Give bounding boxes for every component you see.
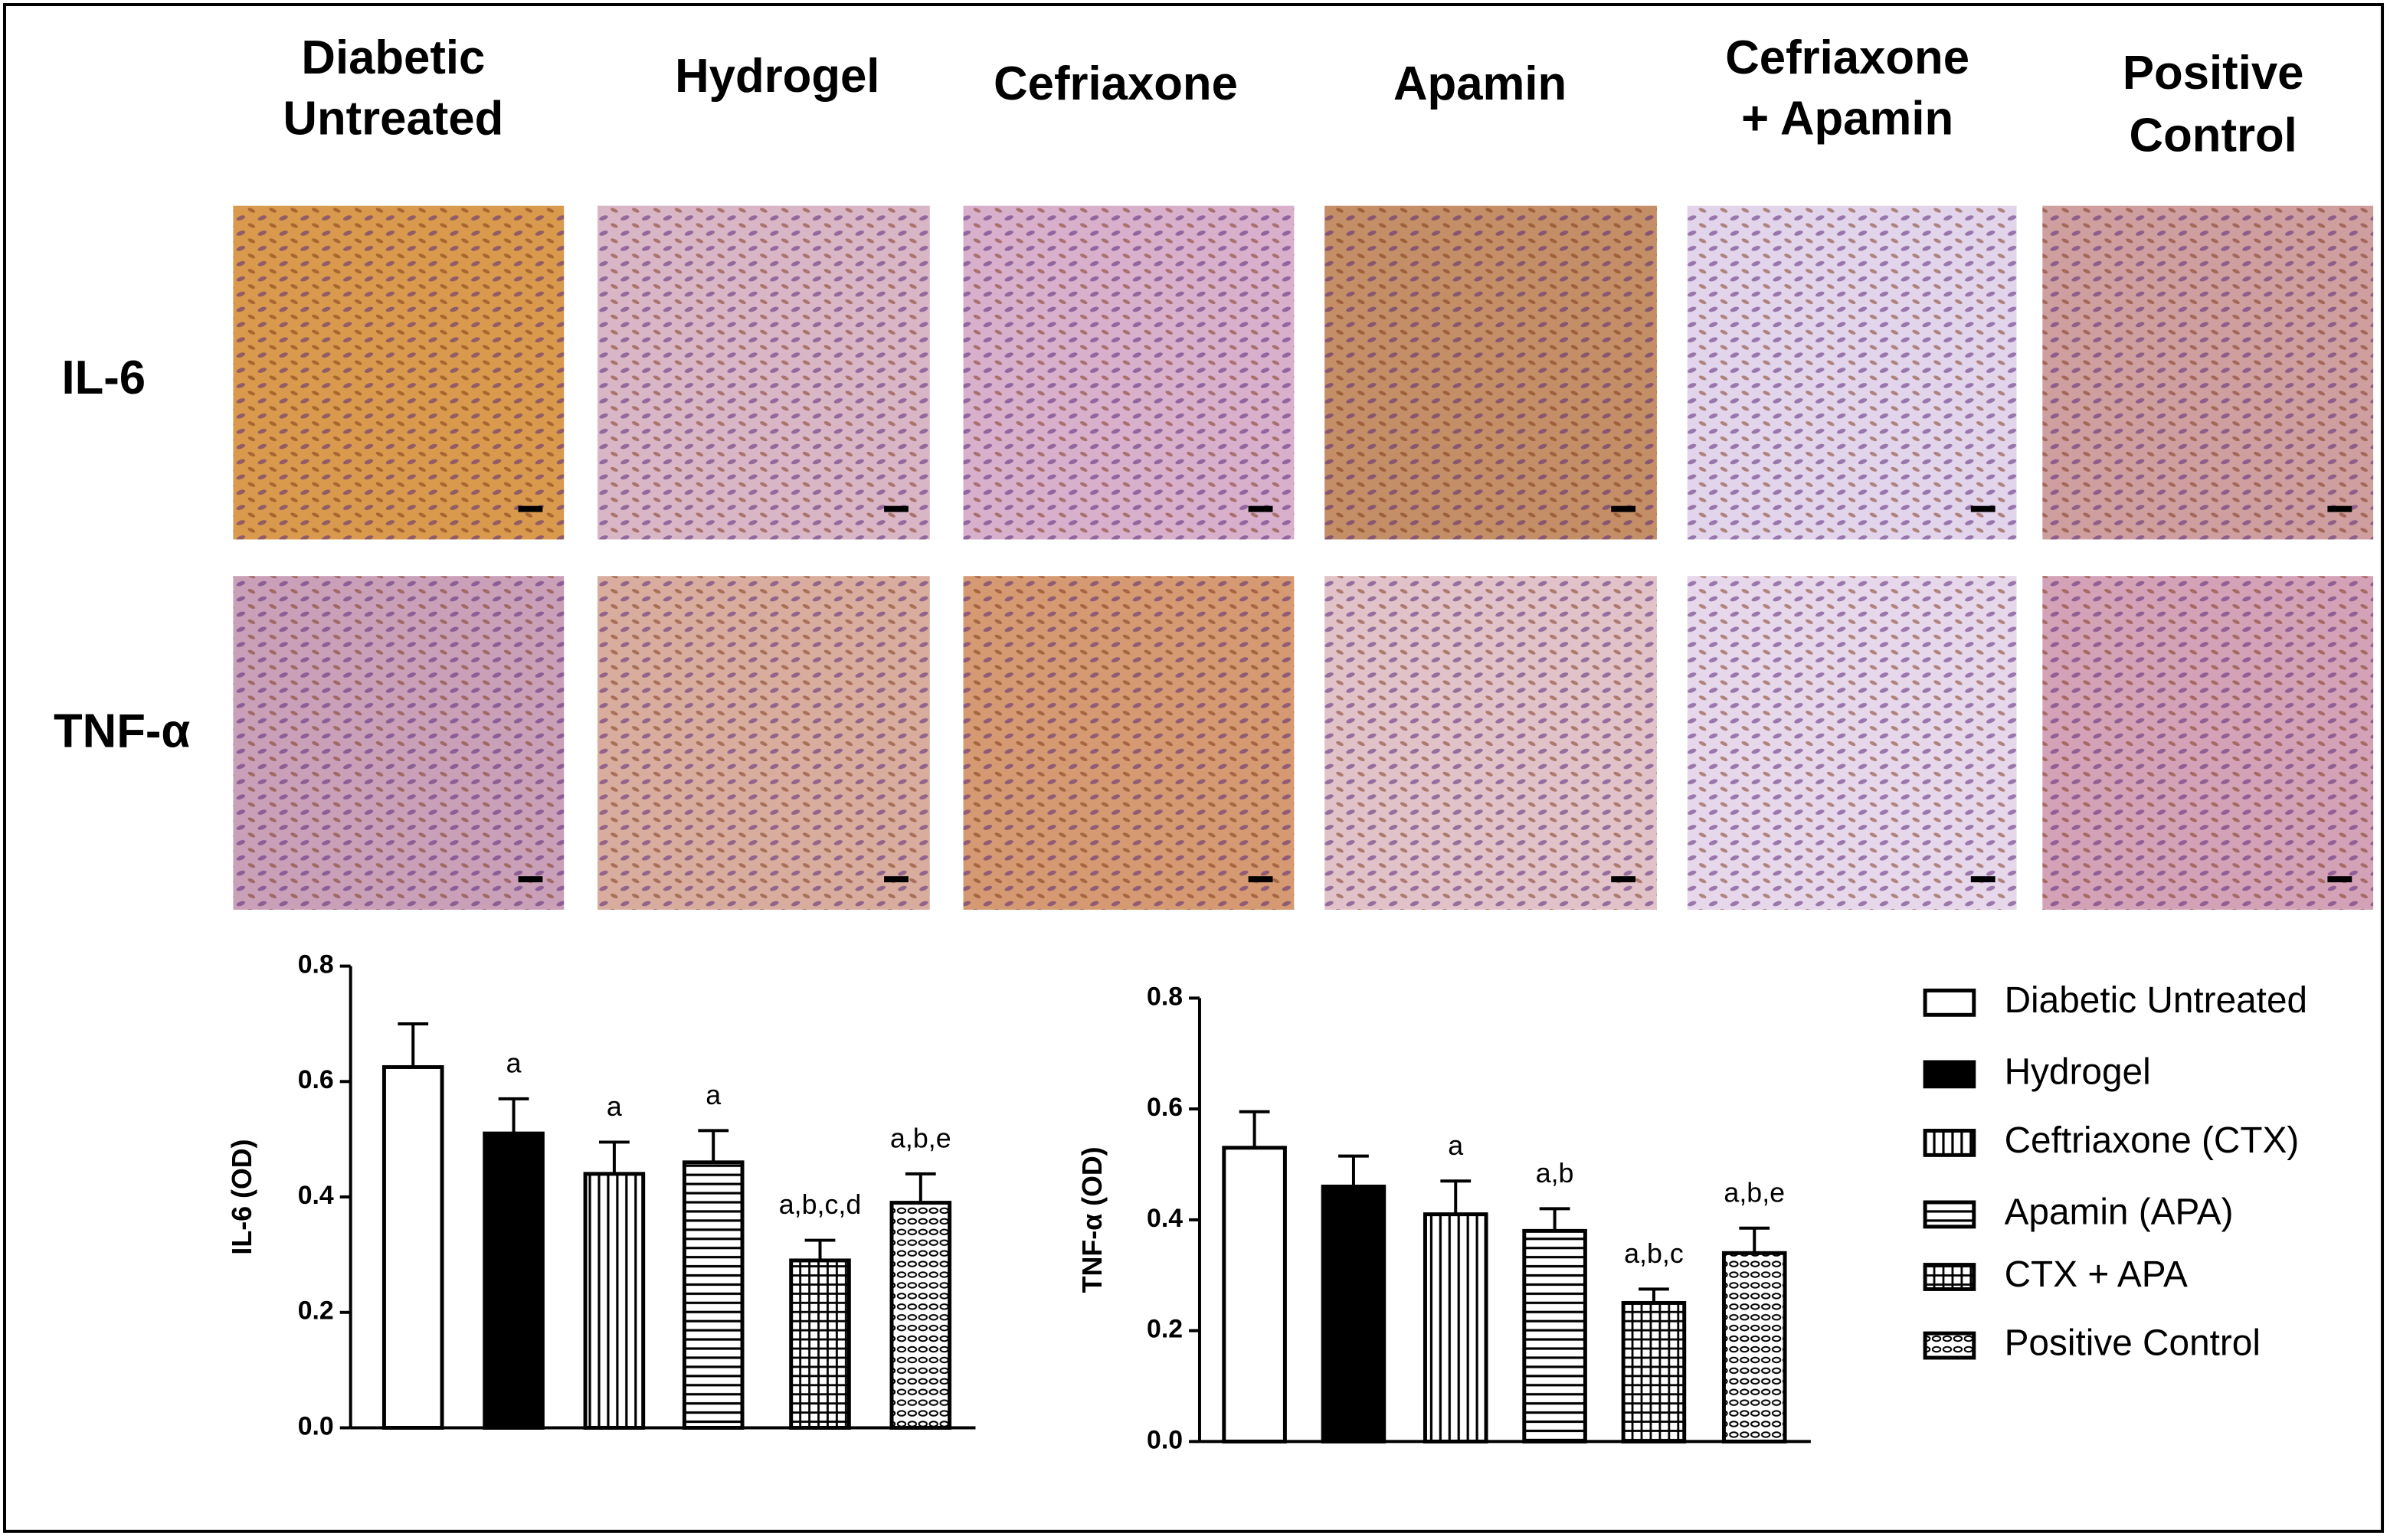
y-tick-label: 0.6 [298,1065,334,1094]
scale-bar [1248,505,1273,512]
micrograph-texture [233,576,565,910]
bar [583,1172,646,1430]
significance-label: a,b [1536,1158,1574,1189]
bar [483,1131,545,1430]
scale-bar [2327,505,2352,512]
legend-label: Diabetic Untreated [2005,980,2307,1021]
column-header: Cefriaxone [1725,31,1969,84]
legend-swatch [1923,1331,1976,1360]
legend-swatch [1923,1128,1976,1157]
bar [1621,1300,1687,1444]
scale-bar [1970,505,1995,512]
significance-label: a [1448,1130,1463,1161]
column-header: Control [2130,109,2297,162]
bar [381,1064,444,1430]
scale-bar [1248,876,1273,883]
scale-bar [1611,876,1636,883]
legend-label: Apamin (APA) [2005,1192,2234,1233]
bar [1321,1184,1387,1444]
il6-chart: 0.0 0.2 0.4 0.6 0.8 IL-6 (OD) a a a a,b,c,d a,b,e [227,950,976,1440]
micrograph-texture [598,576,930,910]
significance-label: a,b,e [890,1123,951,1154]
scale-bar [884,876,909,883]
column-header: Untreated [283,93,503,145]
column-header: Diabetic [301,31,485,84]
tnf-chart: 0.0 0.2 0.4 0.6 0.8 TNF-α (OD) a a,b a,b,c a,b,e [1077,982,1811,1454]
legend-label: Hydrogel [2005,1051,2151,1092]
significance-label: a [607,1091,622,1122]
legend-label: Positive Control [2005,1323,2261,1364]
row-label: TNF-α [54,705,190,757]
significance-label: a,b,c,d [779,1189,861,1220]
significance-label: a [506,1048,522,1079]
micrograph-texture [598,205,930,540]
y-tick-label: 0.8 [1147,982,1183,1011]
significance-label: a,b,c [1624,1238,1684,1269]
micrograph-texture [1324,576,1657,910]
y-axis-label: TNF-α (OD) [1077,1146,1108,1293]
y-axis-label: IL-6 (OD) [227,1139,257,1254]
legend-swatch [1923,1200,1976,1229]
y-tick-label: 0.2 [298,1296,334,1326]
column-header: Apamin [1393,57,1567,110]
micrograph-texture [233,205,565,540]
legend-label: Ceftriaxone (CTX) [2005,1120,2300,1161]
y-tick-label: 0.4 [1147,1204,1183,1233]
significance-label: a,b,e [1724,1177,1785,1208]
bar [889,1201,952,1430]
micrograph-texture [2042,205,2374,540]
micrograph-texture [1687,205,2017,540]
y-tick-label: 0.2 [1147,1315,1183,1344]
micrographs: Diabetic Untreated Hydrogel Cefriaxone Apami… [54,31,2374,910]
legend-swatch [1923,988,1976,1017]
y-tick-label: 0.0 [298,1411,334,1440]
row-label: IL-6 [61,351,146,404]
scale-bar [884,505,909,512]
micrograph-texture [963,576,1295,910]
y-tick-label: 0.4 [298,1181,334,1210]
legend: Diabetic Untreated Hydrogel Ceftriaxone (C… [1923,980,2307,1364]
bar [1423,1212,1488,1444]
scale-bar [1611,505,1636,512]
legend-swatch [1923,1060,1976,1089]
micrograph-texture [1687,576,2017,910]
column-header: Hydrogel [675,50,879,103]
micrograph-texture [1324,205,1657,540]
micrograph-texture [2042,576,2374,910]
scale-bar [2327,876,2352,883]
micrograph-texture [963,205,1295,540]
bar [682,1160,745,1430]
y-tick-label: 0.6 [1147,1093,1183,1122]
scale-bar [518,876,543,883]
bar [1522,1228,1587,1444]
bar [1721,1251,1787,1444]
y-tick-label: 0.8 [298,950,334,979]
y-tick-label: 0.0 [1147,1425,1183,1454]
scale-bar [1970,876,1995,883]
column-header: Cefriaxone [994,57,1238,110]
legend-label: CTX + APA [2005,1254,2188,1295]
column-header: + Apamin [1741,93,1953,145]
scale-bar [518,505,543,512]
bar [1222,1146,1287,1444]
legend-swatch [1923,1263,1976,1291]
significance-label: a [706,1080,721,1110]
bar [789,1258,851,1430]
column-header: Positive [2123,47,2304,100]
